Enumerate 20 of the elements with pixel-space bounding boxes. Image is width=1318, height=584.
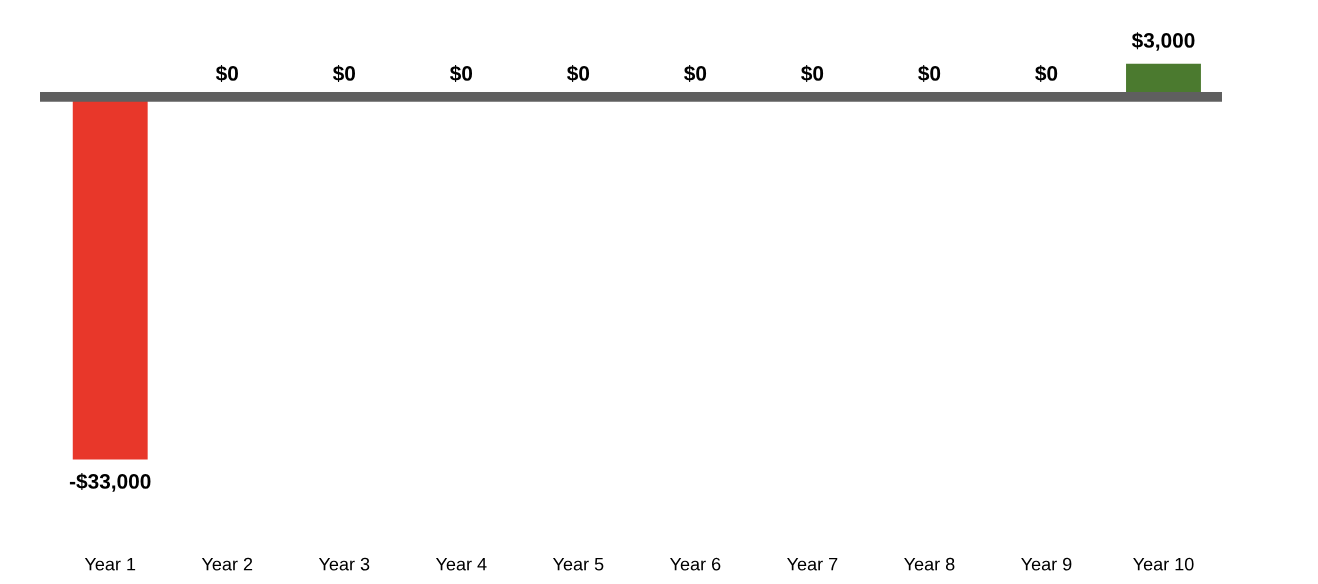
x-tick-label: Year 10 — [1133, 557, 1194, 571]
data-label: $0 — [215, 65, 238, 83]
x-tick-label: Year 2 — [201, 557, 253, 571]
x-tick-label: Year 9 — [1021, 557, 1072, 571]
data-label: $0 — [567, 65, 590, 83]
data-label: $0 — [1035, 65, 1058, 83]
data-label: -$33,000 — [69, 473, 151, 492]
x-tick-label: Year 6 — [669, 557, 721, 571]
x-tick-label: Year 1 — [84, 557, 136, 571]
x-tick-label: Year 3 — [318, 557, 370, 571]
data-label: $0 — [450, 65, 473, 83]
data-label: $0 — [332, 65, 356, 83]
data-label: $0 — [684, 65, 707, 83]
x-tick-label: Year 8 — [904, 557, 955, 571]
data-label: $3,000 — [1131, 32, 1195, 51]
x-tick-label: Year 7 — [787, 557, 838, 571]
x-tick-label: Year 5 — [552, 557, 604, 571]
x-tick-label: Year 4 — [435, 557, 487, 571]
data-label: $0 — [918, 65, 941, 83]
data-label: $0 — [801, 65, 824, 83]
